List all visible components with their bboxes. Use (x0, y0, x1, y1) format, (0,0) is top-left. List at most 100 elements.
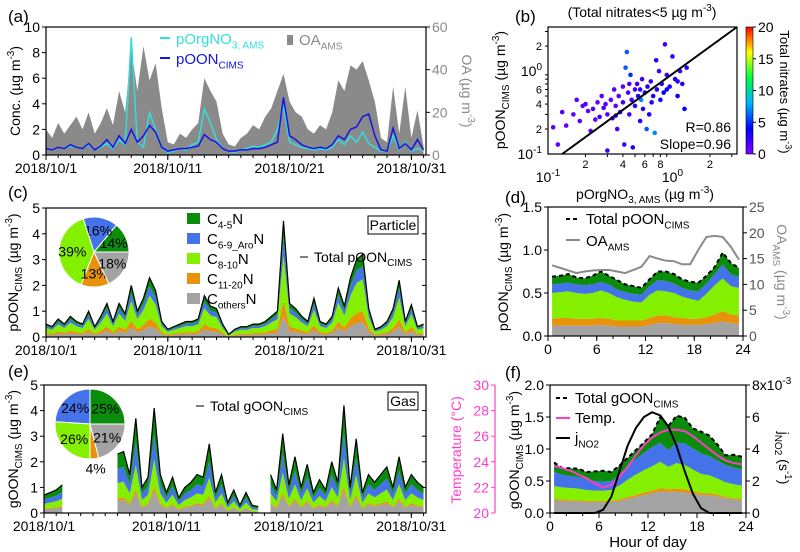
panel-c-pie-percent-label: 14% (100, 235, 128, 251)
a-y-tick-label: 2 (32, 121, 40, 137)
scatter-point (563, 123, 569, 128)
panel-d-area-2 (552, 278, 739, 321)
scatter-point (620, 84, 626, 89)
panel-e-area-1 (44, 491, 63, 504)
f-x-tick-label: 18 (689, 518, 705, 534)
scatter-point (577, 118, 583, 124)
panel-e-area-3 (270, 486, 424, 509)
scatter-point (630, 145, 636, 150)
panel-e-y-tick-label: 4 (30, 403, 38, 419)
b-x-minor-label: 4 (620, 159, 626, 171)
poon-cims-line (45, 97, 425, 153)
scatter-point (675, 93, 680, 99)
scatter-point (601, 105, 606, 111)
d-x-tick-label: 24 (735, 341, 751, 357)
scatter-point (611, 87, 617, 92)
f-y3-tick-label: 24 (473, 454, 489, 470)
scatter-point (637, 118, 643, 124)
d-y2-tick-label: 15 (749, 251, 765, 267)
f-y3-tick-label: 28 (473, 403, 489, 419)
panel-label-b: (b) (515, 7, 536, 26)
panel-c-total-legend: Total pOONCIMS (314, 249, 412, 269)
panel-e-ylabel: gOONCIMS (µg m-3) (4, 390, 25, 508)
f-legend-jno2: jNO2 (574, 430, 599, 451)
panel-e-pie-slice (54, 388, 91, 425)
a-y2-tick-label: 60 (432, 19, 448, 35)
f-x-tick-label: 0 (546, 518, 554, 534)
a-x-tick-label: 2018/10/21 (255, 160, 325, 176)
colorbar-tick-label: 5 (758, 114, 766, 130)
panel-c-y-tick-label: 2 (32, 277, 40, 293)
b-title: (Total nitrates<5 µg m-3) (568, 3, 717, 20)
d-y2-tick-label: 0 (749, 328, 757, 344)
scatter-point (664, 87, 670, 92)
scatter-point (640, 106, 646, 112)
scatter-point (583, 101, 588, 107)
panel-e-area-1 (270, 432, 424, 503)
f-y3-tick-label: 30 (473, 377, 489, 393)
scatter-point (639, 76, 645, 82)
panel-c-area-0 (46, 220, 424, 335)
panel-label-a: (a) (8, 7, 29, 26)
scatter-point (654, 87, 660, 92)
panel-e-area-4 (117, 490, 259, 513)
scatter-point (662, 42, 668, 47)
porgno3-ams-line (45, 37, 424, 154)
panel-f-area-1 (554, 442, 742, 491)
legend-component-2: C8-10N (207, 251, 249, 272)
panel-e-pie-slice (54, 421, 91, 460)
panel-e-x-tick-label: 2018/10/21 (254, 518, 324, 534)
scatter-point (621, 142, 627, 147)
panel-c-total-line (45, 220, 424, 336)
scatter-point (597, 114, 602, 120)
panel-label-d: (d) (505, 188, 526, 207)
a-x-tick-label: 2018/10/11 (133, 160, 202, 176)
scatter-point (661, 90, 666, 95)
scatter-point (627, 81, 632, 87)
b-x-minor-label: 6 (642, 159, 648, 171)
a-y2-tick-label: 20 (432, 104, 448, 120)
d-x-tick-label: 0 (544, 341, 552, 357)
scatter-point (637, 87, 643, 92)
scatter-point (555, 142, 561, 147)
panel-e-area-4 (270, 490, 424, 513)
panel-c-tag (367, 215, 419, 235)
scatter-point (658, 97, 663, 103)
legend-poon: pOONCIMS (176, 51, 244, 72)
scatter-point (632, 103, 638, 109)
temperature-line (553, 428, 743, 489)
f-legend-total: Total gOONCIMS (575, 390, 679, 411)
panel-e-label: (e) (8, 362, 29, 381)
scatter-point (629, 97, 634, 103)
panel-c-x-tick-label: 2018/10/31 (376, 342, 446, 358)
legend-swatch-2 (187, 253, 200, 264)
f-y3-tick-label: 20 (473, 505, 489, 521)
panel-e-area-2 (44, 498, 63, 509)
panel-e-frame (43, 384, 427, 514)
f-y-tick-label: 0.5 (525, 473, 545, 489)
scatter-point (645, 84, 650, 89)
f-y-tick-label: 1.5 (525, 409, 545, 425)
b-x-minor-label: 8 (657, 159, 663, 171)
f-legend-temp: Temp. (575, 410, 616, 427)
scatter-point (627, 112, 632, 117)
d-ylabel: pOONCIMS (µg m-3) (494, 213, 515, 331)
panel-c-pie-percent-label: 13% (81, 266, 109, 282)
a-y-tick-label: 4 (32, 96, 40, 112)
b-y-minor-label: 4 (536, 99, 542, 111)
b-y-minor-label: 6 (536, 84, 542, 96)
f-xlabel: Hour of day (609, 534, 687, 551)
d-legend-oa: OAAMS (586, 233, 630, 254)
scatter-point (593, 117, 598, 122)
panel-c-y-tick-label: 5 (32, 200, 40, 216)
a-y-tick-label: 10 (24, 19, 40, 35)
b-y-minor-label: 2 (536, 124, 542, 136)
panel-e-area-3 (117, 486, 259, 512)
panel-a-frame (45, 26, 427, 156)
f-x-tick-label: 6 (595, 518, 603, 534)
panel-e-pie-percent-label: 24% (61, 400, 89, 416)
f-ylabel: gOONCIMS (µg m-3) (505, 391, 526, 509)
scatter-point (620, 100, 626, 105)
f-y-tick-label: 0.0 (525, 505, 545, 521)
legend-component-3: C11-20N (207, 271, 254, 292)
